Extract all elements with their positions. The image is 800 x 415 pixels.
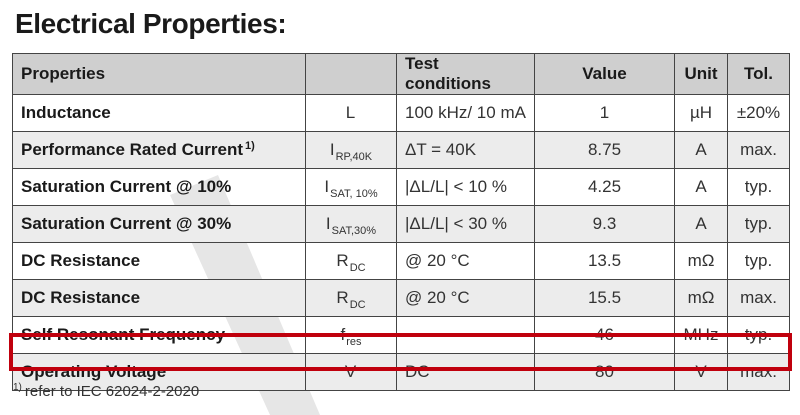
property-footnote-mark: 1) — [245, 140, 255, 152]
test-conditions-cell: |ΔL/L| < 10 % — [396, 168, 535, 206]
property-cell: Performance Rated Current 1) — [12, 131, 306, 169]
tolerance-cell: typ. — [727, 168, 790, 206]
unit-cell: µH — [674, 94, 728, 132]
value-cell: 8.75 — [534, 131, 675, 169]
table-row: Saturation Current @ 30% ISAT,30% |ΔL/L| <… — [12, 205, 790, 243]
table-row: Self Resonant Frequency fres 46 MHz typ. — [12, 316, 790, 354]
property-cell: DC Resistance — [12, 279, 306, 317]
value-cell: 15.5 — [534, 279, 675, 317]
property-name: DC Resistance — [21, 251, 141, 270]
electrical-properties-table: Properties Test conditions Value Unit To… — [12, 53, 790, 391]
symbol-cell: RDC — [305, 242, 397, 280]
symbol-cell: L — [305, 94, 397, 132]
value-cell: 13.5 — [534, 242, 675, 280]
section-title: Electrical Properties: — [15, 8, 287, 39]
property-name: Saturation Current @ 30% — [21, 214, 232, 233]
unit-cell: mΩ — [674, 279, 728, 317]
header-test-conditions: Test conditions — [396, 53, 535, 95]
header-unit: Unit — [674, 53, 728, 95]
test-conditions-cell: DC — [396, 353, 535, 391]
header-tolerance: Tol. — [727, 53, 790, 95]
footnote: 1) refer to IEC 62024-2-2020 — [13, 382, 200, 400]
tolerance-cell: typ. — [727, 242, 790, 280]
symbol-cell: RDC — [305, 279, 397, 317]
symbol-main: R — [336, 288, 349, 307]
symbol-subscript: DC — [349, 262, 366, 274]
symbol-subscript: SAT, 10% — [330, 188, 378, 200]
header-symbol — [305, 53, 397, 95]
footnote-text: refer to IEC 62024-2-2020 — [24, 383, 200, 400]
tolerance-cell: max. — [727, 353, 790, 391]
unit-cell: V — [674, 353, 728, 391]
table-row: DC Resistance RDC @ 20 °C 15.5 mΩ max. — [12, 279, 790, 317]
symbol-main: V — [344, 362, 357, 381]
symbol-main: I — [324, 177, 330, 196]
property-name: Saturation Current @ 10% — [21, 177, 232, 196]
value-cell: 46 — [534, 316, 675, 354]
property-cell: DC Resistance — [12, 242, 306, 280]
unit-cell: A — [674, 168, 728, 206]
symbol-subscript: res — [346, 336, 362, 348]
property-name: DC Resistance — [21, 288, 141, 307]
property-cell: Self Resonant Frequency — [12, 316, 306, 354]
test-conditions-cell: ΔT = 40K — [396, 131, 535, 169]
table-header-row: Properties Test conditions Value Unit To… — [12, 53, 790, 95]
symbol-subscript: DC — [349, 299, 366, 311]
table-row: Saturation Current @ 10% ISAT, 10% |ΔL/L| … — [12, 168, 790, 206]
symbol-cell: IRP,40K — [305, 131, 397, 169]
footnote-mark: 1) — [13, 382, 22, 393]
property-cell: Saturation Current @ 10% — [12, 168, 306, 206]
tolerance-cell: typ. — [727, 316, 790, 354]
value-cell: 4.25 — [534, 168, 675, 206]
symbol-cell: fres — [305, 316, 397, 354]
test-conditions-cell: @ 20 °C — [396, 279, 535, 317]
symbol-main: L — [345, 103, 356, 122]
table-row: DC Resistance RDC @ 20 °C 13.5 mΩ typ. — [12, 242, 790, 280]
table-row: Performance Rated Current 1) IRP,40K ΔT = 4… — [12, 131, 790, 169]
unit-cell: A — [674, 205, 728, 243]
symbol-cell: ISAT, 10% — [305, 168, 397, 206]
symbol-subscript: SAT,30% — [331, 225, 377, 237]
tolerance-cell: max. — [727, 131, 790, 169]
symbol-main: R — [336, 251, 349, 270]
test-conditions-cell — [396, 316, 535, 354]
test-conditions-cell: 100 kHz/ 10 mA — [396, 94, 535, 132]
tolerance-cell: max. — [727, 279, 790, 317]
property-name: Self Resonant Frequency — [21, 325, 226, 344]
unit-cell: MHz — [674, 316, 728, 354]
symbol-cell: V — [305, 353, 397, 391]
symbol-main: f — [340, 325, 346, 344]
header-properties: Properties — [12, 53, 306, 95]
symbol-subscript: RP,40K — [335, 151, 373, 163]
header-value: Value — [534, 53, 675, 95]
property-name: Inductance — [21, 103, 111, 122]
value-cell: 9.3 — [534, 205, 675, 243]
unit-cell: mΩ — [674, 242, 728, 280]
unit-cell: A — [674, 131, 728, 169]
value-cell: 1 — [534, 94, 675, 132]
symbol-cell: ISAT,30% — [305, 205, 397, 243]
property-cell: Saturation Current @ 30% — [12, 205, 306, 243]
property-cell: Inductance — [12, 94, 306, 132]
table-row: Inductance L 100 kHz/ 10 mA 1 µH ±20% — [12, 94, 790, 132]
value-cell: 80 — [534, 353, 675, 391]
test-conditions-cell: @ 20 °C — [396, 242, 535, 280]
tolerance-cell: typ. — [727, 205, 790, 243]
symbol-main: I — [329, 140, 335, 159]
tolerance-cell: ±20% — [727, 94, 790, 132]
property-name: Operating Voltage — [21, 362, 167, 381]
symbol-main: I — [325, 214, 331, 233]
property-name: Performance Rated Current — [21, 140, 244, 159]
test-conditions-cell: |ΔL/L| < 30 % — [396, 205, 535, 243]
